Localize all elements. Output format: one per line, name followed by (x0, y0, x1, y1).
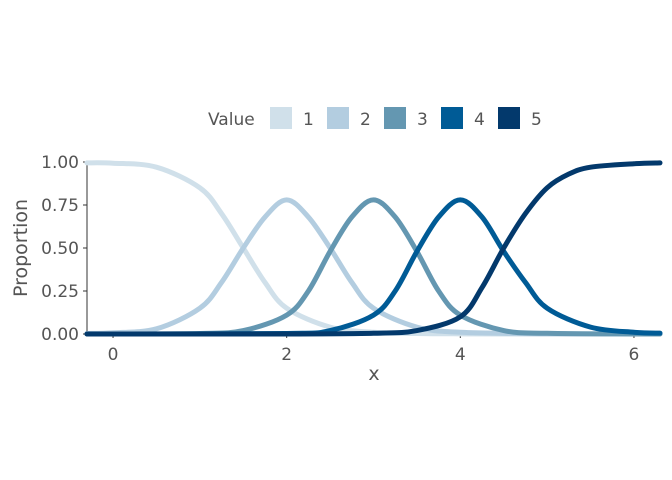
y-tick-label: 0.00 (41, 325, 79, 345)
x-tick-label: 2 (281, 345, 292, 365)
legend-title: Value (208, 110, 255, 130)
y-axis-title: Proportion (10, 199, 32, 297)
legend-label-3: 3 (417, 110, 428, 130)
legend-label-4: 4 (474, 110, 485, 130)
legend-label-1: 1 (303, 110, 314, 130)
legend-swatch-2 (327, 107, 349, 129)
y-tick-label: 0.50 (41, 239, 79, 259)
series-line-4 (84, 197, 663, 337)
legend: Value 1 2 3 4 5 (208, 107, 542, 130)
y-tick-label: 0.25 (41, 282, 79, 302)
series-layer (84, 160, 663, 337)
legend-label-2: 2 (360, 110, 371, 130)
legend-swatch-1 (270, 107, 292, 129)
y-axis: 0.00 0.25 0.50 0.75 1.00 (41, 153, 88, 345)
legend-swatch-3 (384, 107, 406, 129)
y-tick-label: 1.00 (41, 153, 79, 173)
legend-swatch-5 (498, 107, 520, 129)
y-tick-label: 0.75 (41, 196, 79, 216)
x-axis-title: x (368, 363, 379, 385)
legend-label-5: 5 (531, 110, 542, 130)
x-tick-label: 6 (629, 345, 640, 365)
x-tick-label: 0 (108, 345, 119, 365)
x-tick-label: 4 (455, 345, 466, 365)
x-axis: 0 2 4 6 (87, 333, 660, 365)
series-line-5 (84, 160, 663, 337)
legend-swatch-4 (441, 107, 463, 129)
